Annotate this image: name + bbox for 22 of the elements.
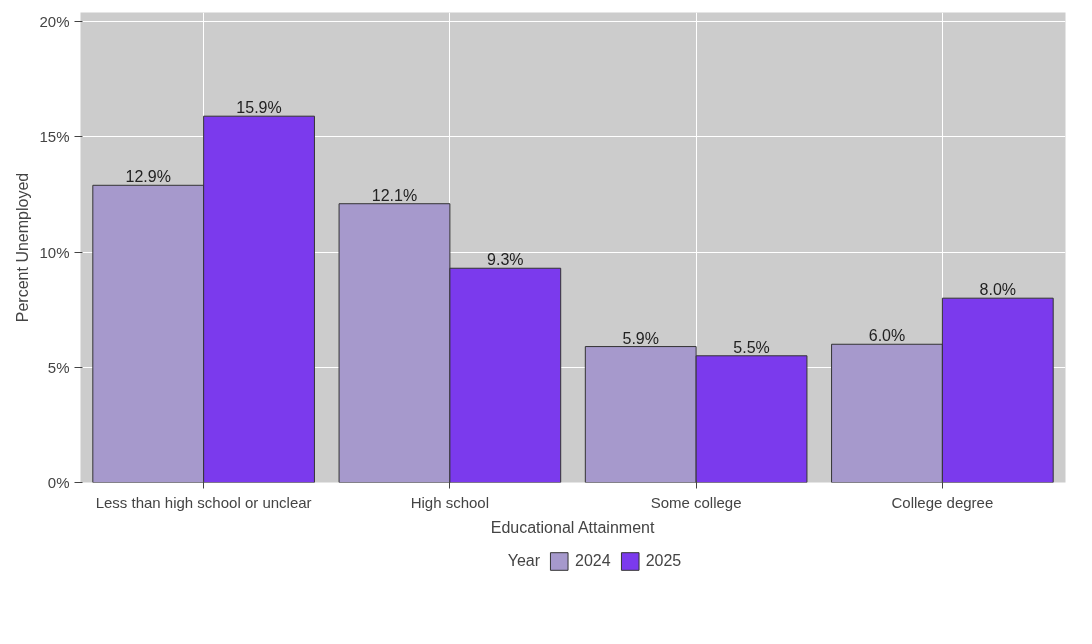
data-label: 9.3% [487, 251, 524, 269]
x-tick-label: Less than high school or unclear [95, 493, 312, 511]
data-label: 12.9% [125, 168, 171, 186]
y-tick-label: 0% [47, 474, 70, 491]
legend-label: 2024 [575, 551, 611, 570]
data-label: 5.5% [733, 338, 770, 356]
y-tick-label: 5% [47, 358, 70, 376]
x-tick-label: Some college [650, 493, 742, 511]
data-label: 12.1% [371, 186, 418, 204]
y-tick-label: 10% [39, 243, 70, 261]
legend-label: 2025 [645, 551, 682, 570]
data-label: 8.0% [979, 281, 1017, 299]
y-axis-title: Percent Unemployed [14, 172, 32, 323]
y-tick-label: 15% [39, 128, 70, 146]
data-label: 6.0% [868, 327, 906, 345]
data-label: 15.9% [236, 99, 282, 117]
x-tick-label: High school [410, 493, 490, 511]
legend-title: Year [507, 551, 541, 570]
data-label: 5.9% [622, 329, 659, 347]
y-tick-label: 20% [39, 13, 70, 31]
x-tick-label: College degree [891, 493, 994, 511]
x-axis-title: Educational Attainment [490, 518, 655, 536]
